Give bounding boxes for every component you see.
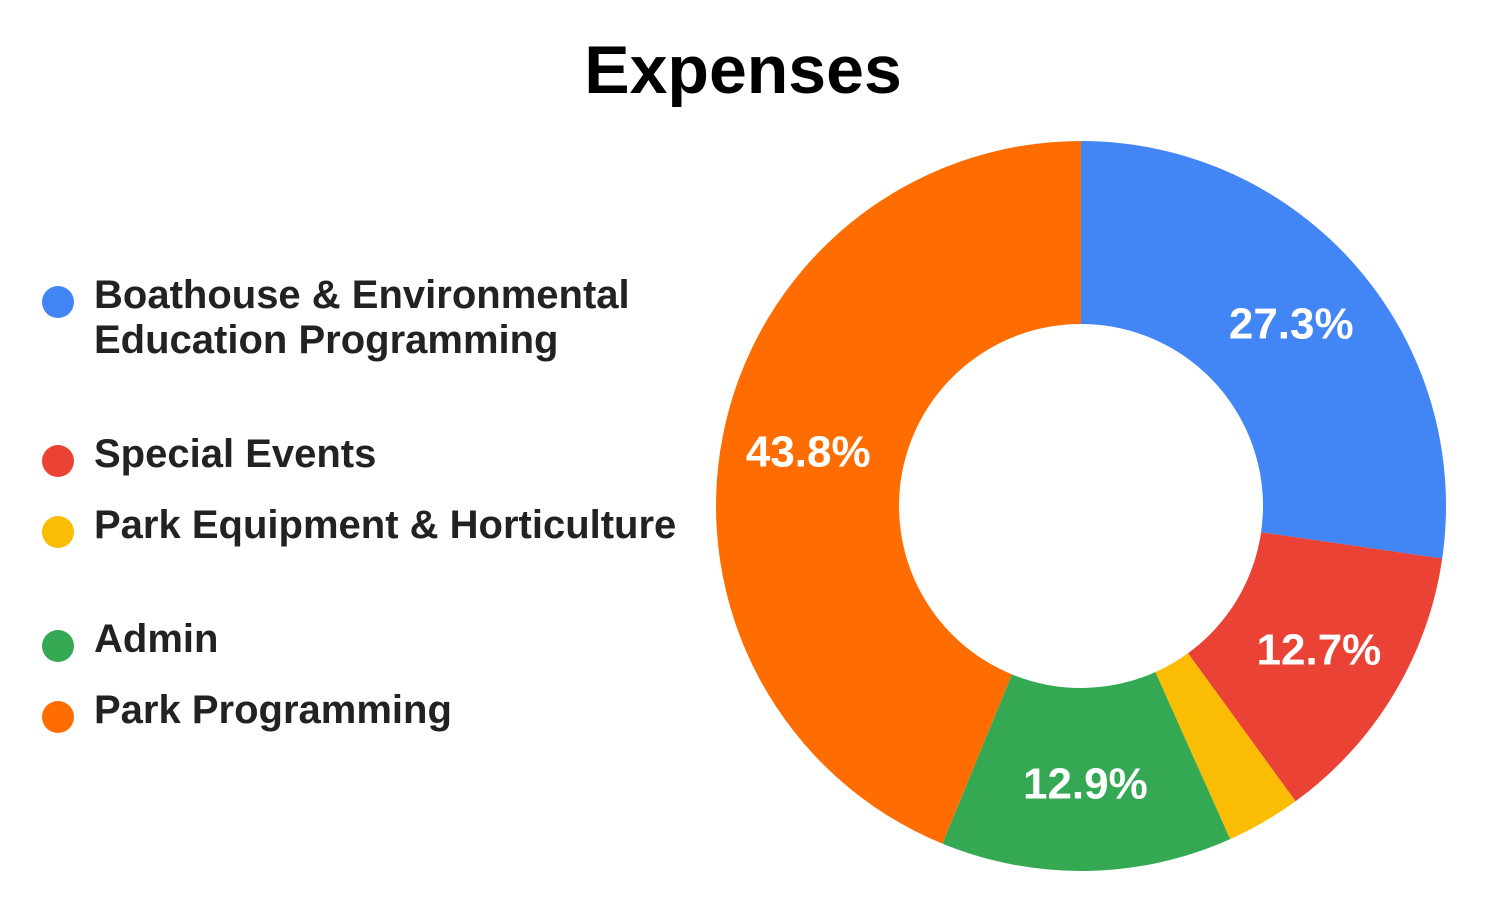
slice-park-programming: [715, 140, 1081, 844]
legend-label-admin: Admin: [94, 617, 219, 661]
slice-boathouse-and-environmental-education-programming: [1081, 141, 1447, 559]
legend-label-boathouse: Boathouse & Environmental Education Prog…: [94, 273, 630, 362]
slice-label-boathouse-and-environmental-education-programming: 27.3%: [1229, 300, 1354, 349]
legend-swatch-park-programming: [42, 701, 74, 733]
legend-swatch-admin: [42, 630, 74, 662]
slice-label-special-events: 12.7%: [1257, 625, 1382, 674]
legend-label-park-programming: Park Programming: [94, 688, 452, 732]
slice-admin: [942, 672, 1231, 871]
legend-swatch-boathouse: [42, 286, 74, 318]
slice-park-equipment-and-horticulture: [1155, 653, 1296, 840]
legend-swatch-park-equipment: [42, 516, 74, 548]
legend-swatch-special-events: [42, 445, 74, 477]
slice-label-admin: 12.9%: [1023, 759, 1148, 808]
legend-label-park-equipment: Park Equipment & Horticulture: [94, 503, 677, 547]
chart-title: Expenses: [584, 32, 902, 108]
slice-special-events: [1187, 532, 1443, 802]
legend: Boathouse & Environmental Education Prog…: [42, 0, 682, 905]
donut-slices: [715, 140, 1447, 871]
slice-label-park-programming: 43.8%: [746, 428, 871, 477]
donut-slice-labels: 27.3% 12.7% 12.9% 43.8%: [746, 300, 1381, 809]
legend-label-special-events: Special Events: [94, 432, 377, 476]
